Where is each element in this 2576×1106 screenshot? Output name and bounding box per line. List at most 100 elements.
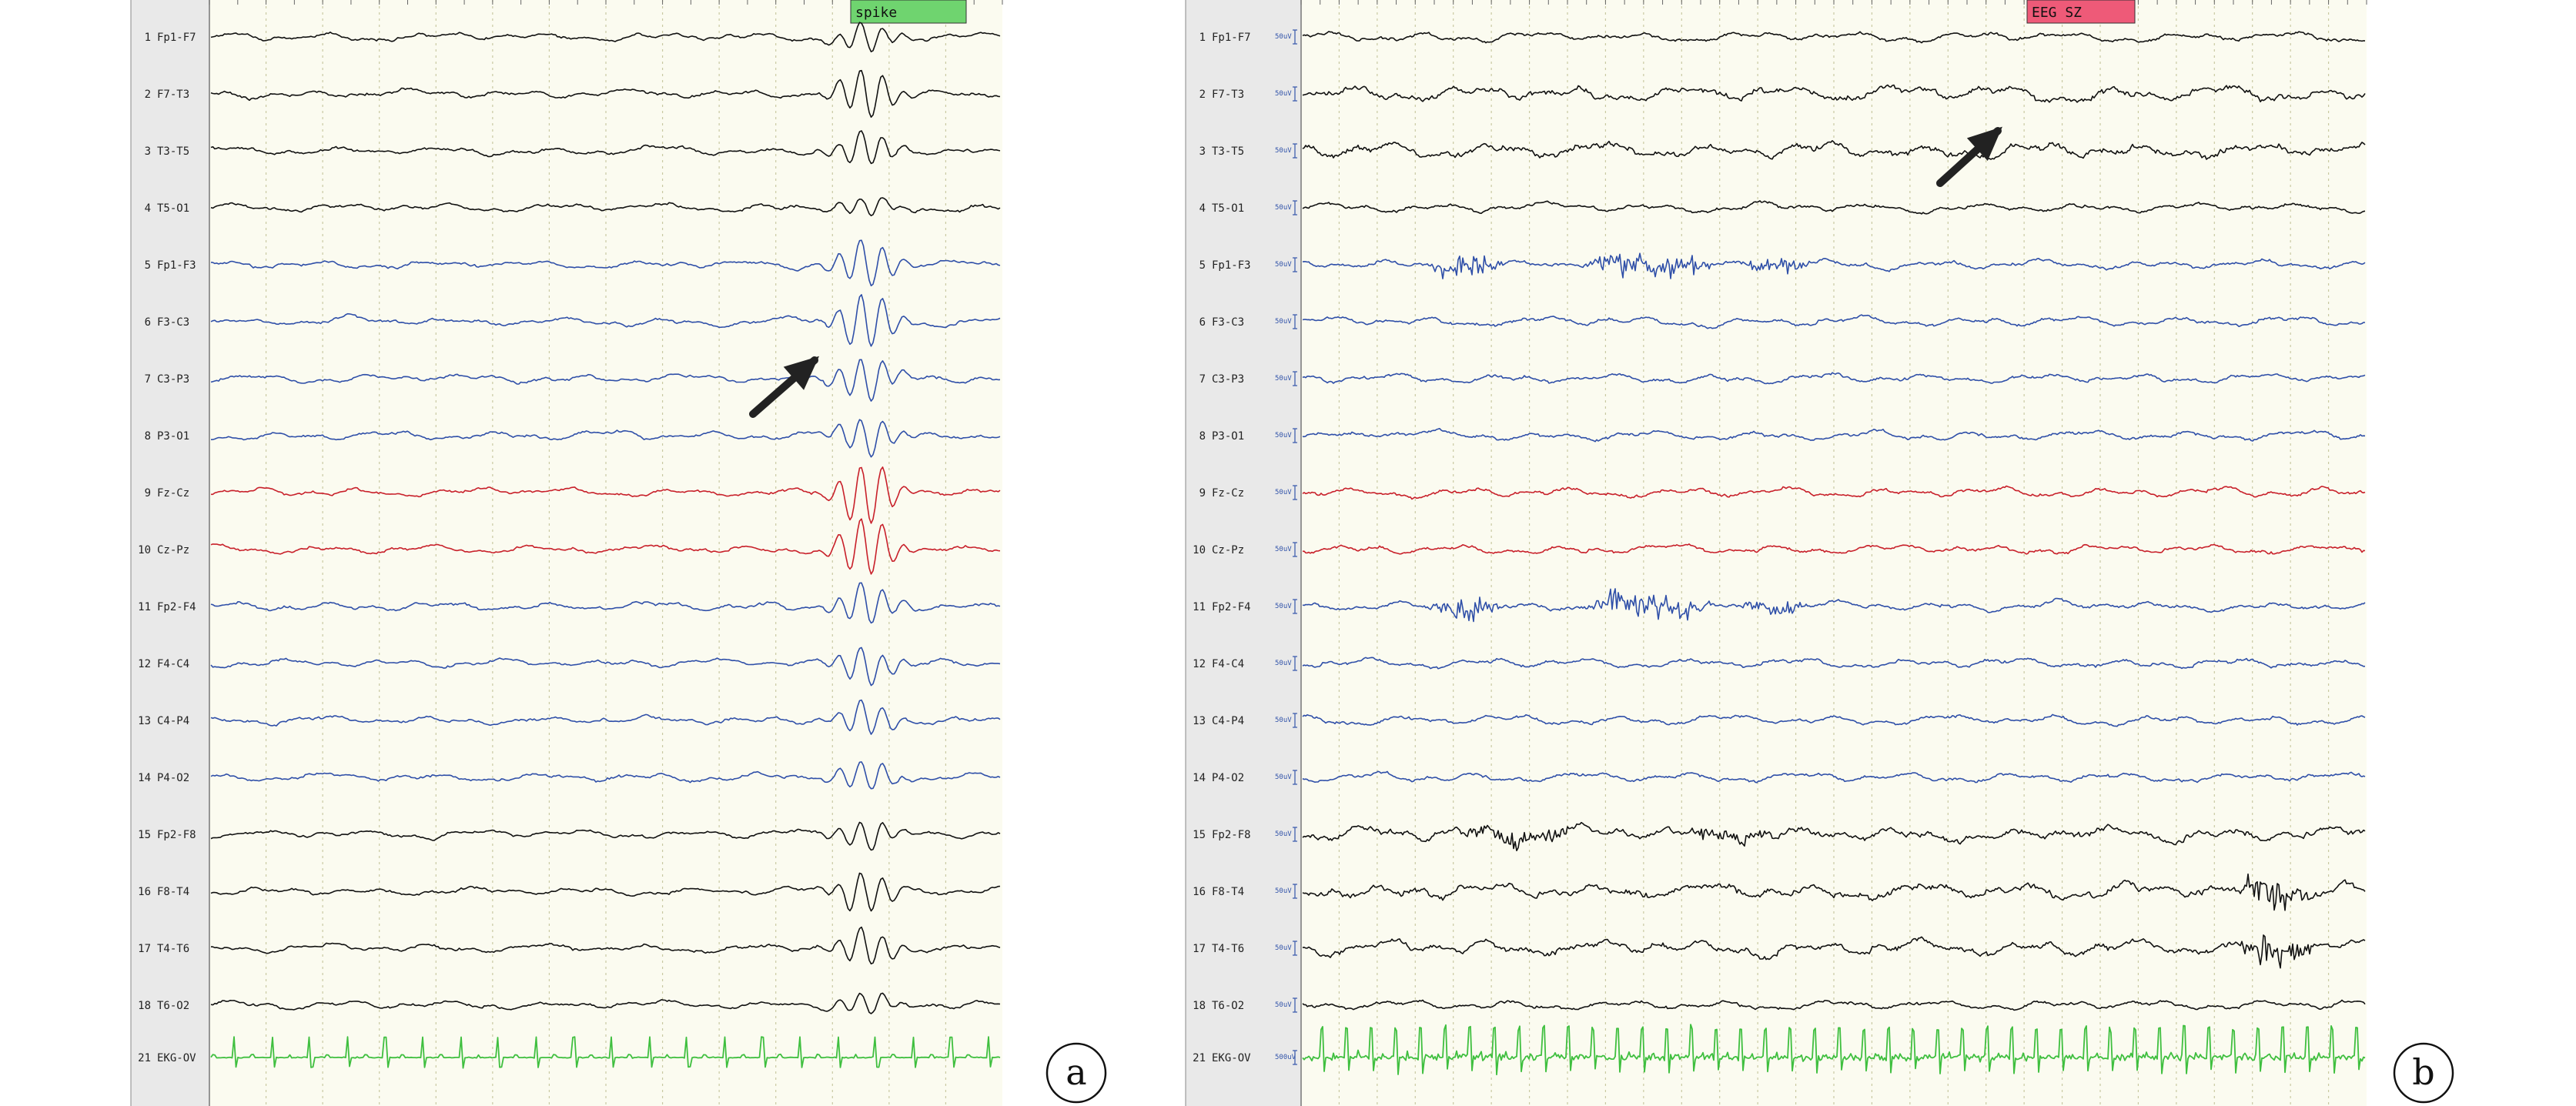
plot-area: [1301, 0, 2367, 1106]
channel-number: 3: [145, 145, 151, 158]
panel-label-circle: [1045, 1042, 1107, 1104]
channel-fp1-f7: 1 Fp1-F7 50uV: [1199, 29, 2366, 45]
trace-p3-o1: [1302, 428, 2366, 443]
channel-c3-p3: 7 C3-P3 50uV: [1199, 371, 2366, 386]
trace-fp1-f7: [1302, 31, 2366, 44]
channel-t5-o1: 4 T5-O1: [145, 197, 1001, 216]
channel-label: C3-P3: [1212, 373, 1244, 386]
channel-fz-cz: 9 Fz-Cz: [145, 466, 1001, 524]
channel-gutter: [1186, 0, 1301, 1106]
channel-label: P3-O1: [1212, 430, 1244, 443]
arrow-annotation: [749, 356, 820, 418]
panel-b: EEG SZ 1 Fp1-F7 50uV 2 F7-T3 50uV 3 T3-T5 50uV 4 T5…: [1185, 0, 2454, 1106]
channel-label: Fp1-F7: [157, 32, 196, 44]
channel-number: 13: [1193, 715, 1206, 727]
trace-fp1-f7: [210, 22, 1001, 52]
panel-label-text: b: [2412, 1051, 2434, 1093]
amplitude-scale: 50uV: [1275, 944, 1292, 952]
channel-number: 12: [1193, 658, 1206, 670]
amplitude-scale: 50uV: [1275, 887, 1292, 895]
channel-label: Fp2-F4: [157, 601, 196, 613]
channel-label: Fp2-F8: [1212, 829, 1251, 841]
channel-label: C4-P4: [157, 715, 189, 727]
channel-number: 16: [1193, 886, 1206, 898]
channel-label: P3-O1: [157, 430, 189, 443]
trace-f8-t4: [210, 872, 1001, 912]
trace-t6-o2: [210, 992, 1001, 1014]
event-marker[interactable]: [2026, 0, 2136, 24]
channel-label: F8-T4: [1212, 886, 1244, 898]
channel-number: 2: [145, 89, 151, 101]
panel-label-circle: [2393, 1042, 2454, 1104]
event-marker[interactable]: [850, 0, 967, 24]
amplitude-scale: 50uV: [1275, 147, 1292, 155]
channel-t4-t6: 17 T4-T6 50uV: [1193, 934, 2366, 969]
amplitude-scale: 50uV: [1275, 660, 1292, 667]
channel-c4-p4: 13 C4-P4: [138, 699, 1001, 735]
channel-label: EKG-OV: [157, 1052, 196, 1064]
channel-fz-cz: 9 Fz-Cz 50uV: [1199, 485, 2366, 500]
trace-p4-o2: [210, 761, 1001, 790]
channel-label: Fp2-F4: [1212, 601, 1251, 613]
channel-f4-c4: 12 F4-C4: [138, 647, 1001, 687]
trace-fp1-f3: [210, 239, 1001, 286]
trace-c3-p3: [1302, 372, 2366, 385]
amplitude-scale: 50uV: [1275, 261, 1292, 269]
channel-label: C4-P4: [1212, 715, 1244, 727]
trace-p4-o2: [1302, 770, 2366, 784]
channel-label: Cz-Pz: [157, 544, 189, 556]
channel-f3-c3: 6 F3-C3: [145, 294, 1001, 347]
channel-label: F4-C4: [157, 658, 189, 670]
channel-label: T3-T5: [157, 145, 189, 158]
channel-number: 6: [145, 316, 151, 329]
channel-number: 5: [145, 259, 151, 272]
channel-label: Cz-Pz: [1212, 544, 1244, 556]
channel-number: 16: [138, 886, 151, 898]
channel-label: F3-C3: [157, 316, 189, 329]
channel-number: 8: [145, 430, 151, 443]
trace-t3-t5: [210, 130, 1001, 165]
channel-f8-t4: 16 F8-T4: [138, 872, 1001, 912]
channel-p3-o1: 8 P3-O1: [145, 419, 1001, 458]
amplitude-scale: 50uV: [1275, 546, 1292, 553]
amplitude-scale: 50uV: [1275, 830, 1292, 838]
channel-fp2-f8: 15 Fp2-F8 50uV: [1193, 821, 2366, 851]
amplitude-scale: 50uV: [1275, 1001, 1292, 1009]
channel-number: 6: [1199, 316, 1206, 329]
channel-label: T4-T6: [157, 943, 189, 955]
channel-number: 12: [138, 658, 151, 670]
channel-t6-o2: 18 T6-O2 50uV: [1193, 997, 2366, 1013]
channel-number: 4: [145, 202, 151, 215]
trace-fz-cz: [211, 466, 1001, 524]
channel-f7-t3: 2 F7-T3 50uV: [1199, 84, 2366, 103]
channel-number: 15: [1193, 829, 1206, 841]
channel-label: Fz-Cz: [1212, 487, 1244, 500]
trace-f7-t3: [210, 69, 1001, 118]
amplitude-scale: 50uV: [1275, 489, 1292, 496]
channel-number: 2: [1199, 89, 1206, 101]
channel-number: 7: [145, 373, 151, 386]
amplitude-scale: 50uV: [1275, 318, 1292, 326]
channel-t5-o1: 4 T5-O1 50uV: [1199, 200, 2366, 216]
channel-number: 9: [1199, 487, 1206, 500]
trace-t5-o1: [1302, 200, 2366, 215]
trace-f3-c3: [1302, 314, 2366, 329]
trace-fp2-f8: [210, 821, 1001, 851]
channel-p4-o2: 14 P4-O2: [138, 761, 1001, 790]
trace-f3-c3: [210, 294, 1001, 347]
trace-c4-p4: [1302, 713, 2366, 727]
trace-cz-pz: [1302, 543, 2366, 555]
channel-fp2-f8: 15 Fp2-F8: [138, 821, 1001, 851]
trace-f7-t3: [1302, 84, 2366, 103]
channel-f3-c3: 6 F3-C3 50uV: [1199, 314, 2366, 329]
trace-c3-p3: [210, 359, 1001, 402]
trace-t4-t6: [210, 926, 1001, 965]
channel-fp1-f7: 1 Fp1-F7: [145, 22, 1001, 52]
channel-number: 14: [1193, 772, 1206, 784]
channel-number: 18: [138, 1000, 151, 1012]
channel-label: F7-T3: [1212, 89, 1244, 101]
channel-number: 11: [1193, 601, 1206, 613]
channel-number: 1: [1199, 32, 1206, 44]
channel-number: 10: [1193, 544, 1206, 556]
